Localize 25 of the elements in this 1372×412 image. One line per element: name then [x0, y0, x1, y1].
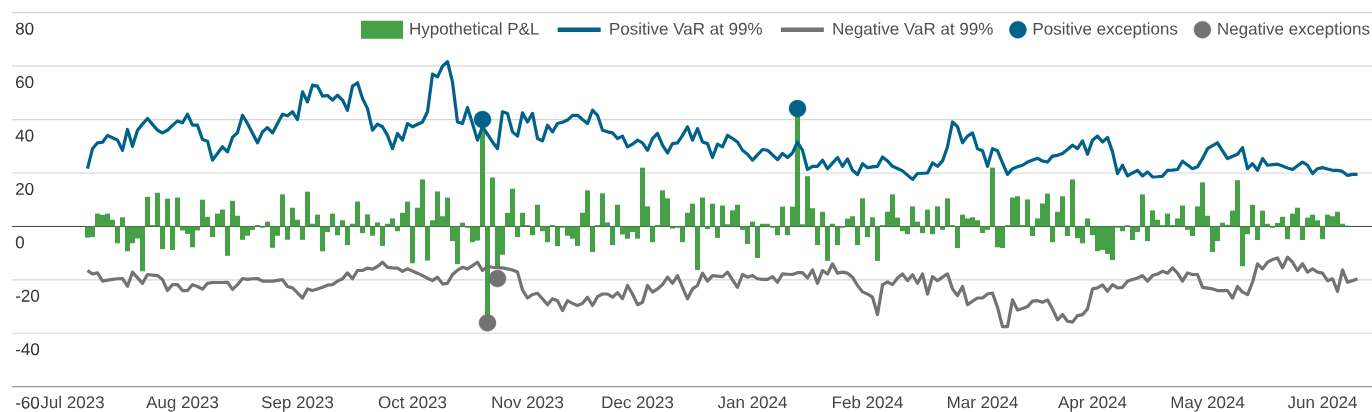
x-tick-label: Nov 2023 — [492, 396, 564, 409]
legend-label: Negative exceptions — [1218, 22, 1370, 39]
x-tick-label: Mar 2024 — [948, 396, 1018, 409]
y-tick-label: 0 — [15, 236, 24, 249]
x-tick-label: Dec 2023 — [602, 396, 674, 409]
legend-label: Positive VaR at 99% — [610, 22, 762, 35]
y-tick-label: 20 — [16, 182, 34, 195]
legend-label: Hypothetical P&L — [410, 22, 539, 39]
y-tick-label: 60 — [16, 76, 34, 89]
y-tick-label: -20 — [15, 289, 40, 302]
x-tick-label: Jul 2023 — [40, 395, 104, 409]
y-tick-label: -40 — [15, 343, 40, 356]
y-tick-label: -60 — [15, 396, 40, 409]
x-tick-label: Apr 2024 — [1058, 396, 1127, 412]
x-tick-label: Jun 2024 — [1287, 396, 1357, 409]
y-tick-label: 80 — [15, 22, 34, 35]
x-tick-label: Oct 2023 — [378, 396, 447, 409]
x-tick-label: Jan 2024 — [717, 396, 787, 409]
x-tick-label: Sep 2023 — [261, 396, 334, 412]
x-tick-label: Aug 2023 — [146, 396, 219, 412]
x-tick-label: Feb 2024 — [832, 395, 903, 409]
legend-label: Positive exceptions — [1033, 22, 1178, 39]
legend-label: Negative VaR at 99% — [833, 22, 993, 39]
y-tick-label: 40 — [15, 129, 34, 142]
x-tick-label: May 2024 — [1171, 396, 1245, 412]
